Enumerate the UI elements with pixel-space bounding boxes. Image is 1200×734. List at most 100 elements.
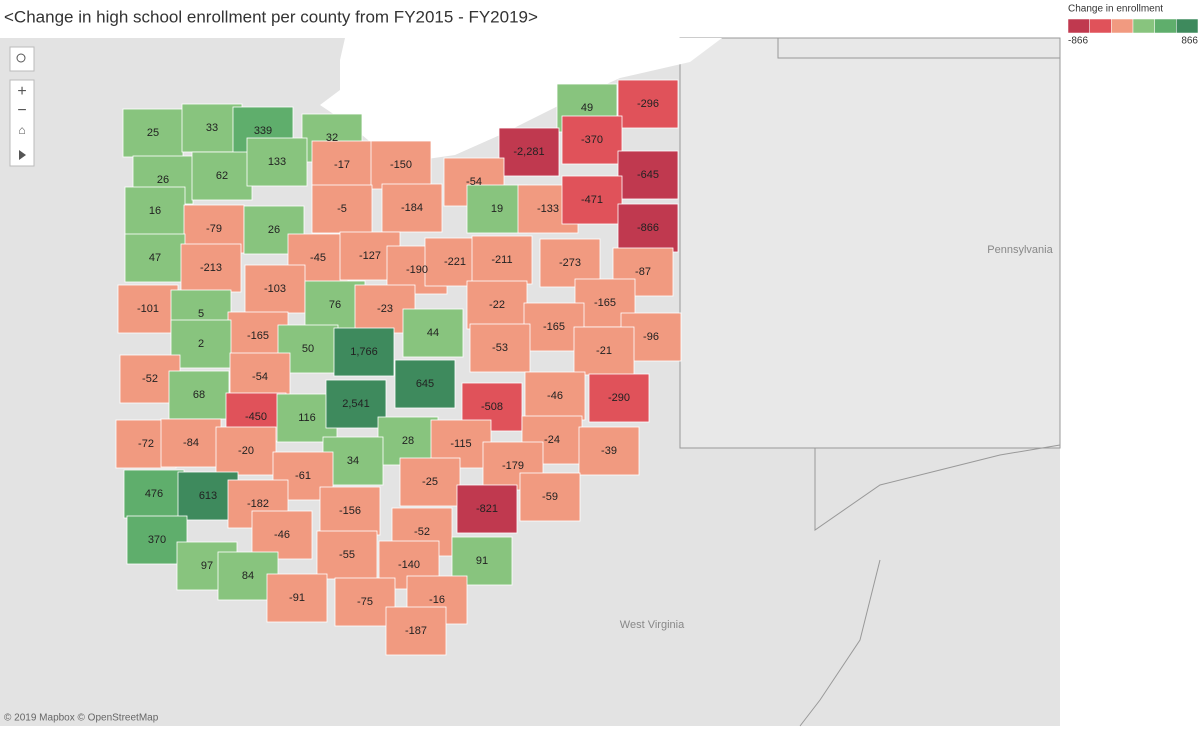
legend-swatch	[1132, 18, 1155, 34]
county-value: -87	[635, 266, 651, 278]
county-value: -16	[429, 594, 445, 606]
county-value: -127	[359, 250, 381, 262]
legend-max: 866	[1181, 36, 1198, 47]
county-value: 5	[198, 308, 204, 320]
county-value: -17	[334, 159, 350, 171]
county-value: 32	[326, 132, 338, 144]
zoom-controls[interactable]	[9, 79, 35, 167]
map-controls: + − ⌂	[9, 46, 35, 167]
county-value: 476	[145, 488, 163, 500]
county-value: 62	[216, 170, 228, 182]
county	[381, 183, 443, 233]
county-value: -25	[422, 476, 438, 488]
county-value: 33	[206, 122, 218, 134]
home[interactable]: ⌂	[18, 123, 25, 137]
legend: -866 866	[1067, 18, 1199, 47]
county-value: -450	[245, 411, 267, 423]
county-value: 339	[254, 125, 272, 137]
county-value: 49	[581, 102, 593, 114]
county	[160, 418, 222, 468]
county-value: -211	[491, 254, 512, 266]
county-value: -184	[401, 202, 423, 214]
place-label: West Virginia	[620, 619, 685, 631]
county-value: -79	[206, 223, 222, 235]
county	[385, 606, 447, 656]
county	[325, 379, 387, 429]
county-value: -91	[289, 592, 305, 604]
lake-erie	[320, 38, 722, 160]
county-value: -187	[405, 625, 427, 637]
county-value: 25	[147, 127, 159, 139]
county-value: 97	[201, 560, 213, 572]
county	[617, 79, 679, 129]
county	[588, 373, 650, 423]
county-value: -165	[543, 321, 565, 333]
county-value: 1,766	[350, 346, 378, 358]
county-value: -150	[390, 159, 412, 171]
county-value: -22	[489, 299, 505, 311]
legend-min: -866	[1068, 36, 1088, 47]
county-value: -213	[200, 262, 222, 274]
county	[180, 243, 242, 293]
legend-swatch	[1067, 18, 1090, 34]
county	[519, 472, 581, 522]
county	[244, 264, 306, 314]
county	[316, 530, 378, 580]
county-value: -53	[492, 342, 508, 354]
county-value: 44	[427, 327, 439, 339]
county-value: -221	[444, 256, 466, 268]
county-value: 26	[268, 224, 280, 236]
county-value: 133	[268, 156, 286, 168]
zoom-out[interactable]: −	[17, 102, 26, 119]
county-value: 28	[402, 435, 414, 447]
county	[370, 140, 432, 190]
county-value: -370	[581, 134, 603, 146]
pennsylvania	[679, 37, 1061, 449]
county-value: -140	[398, 559, 420, 571]
county-value: 645	[416, 378, 434, 390]
county-value: 76	[329, 299, 341, 311]
county-value: -54	[466, 176, 482, 188]
county	[498, 127, 560, 177]
county-value: -866	[637, 222, 659, 234]
legend-swatch	[1176, 18, 1199, 34]
expand[interactable]	[19, 150, 26, 160]
zoom-in[interactable]: +	[17, 83, 26, 100]
county	[561, 115, 623, 165]
legend-swatch	[1111, 18, 1134, 34]
county-value: 68	[193, 389, 205, 401]
county-value: -84	[183, 437, 199, 449]
state-border	[799, 559, 881, 727]
county	[573, 326, 635, 376]
county-value: -103	[264, 283, 286, 295]
county-value: -21	[596, 345, 612, 357]
search-button[interactable]	[9, 46, 35, 72]
county-value: 2,541	[342, 398, 370, 410]
county-value: 116	[298, 412, 316, 424]
county	[466, 184, 528, 234]
county-value: -165	[594, 297, 616, 309]
county	[399, 457, 461, 507]
county-value: -54	[252, 371, 268, 383]
county-value: -20	[238, 445, 254, 457]
county-value: -471	[581, 194, 603, 206]
search-icon	[16, 53, 26, 63]
county-value: 2	[198, 338, 204, 350]
attribution: © 2019 Mapbox © OpenStreetMap	[4, 713, 159, 724]
county	[334, 577, 396, 627]
county-value: -2,281	[513, 146, 544, 158]
county-value: 91	[476, 555, 488, 567]
county-value: 34	[347, 455, 359, 467]
county-value: -133	[537, 203, 559, 215]
county-value: -179	[502, 460, 524, 472]
place-label: Pennsylvania	[987, 244, 1053, 256]
state-border	[777, 38, 1060, 59]
county	[181, 103, 243, 153]
county-value: 47	[149, 252, 161, 264]
county-value: -59	[542, 491, 558, 503]
county	[578, 426, 640, 476]
county	[402, 308, 464, 358]
wv-border	[814, 444, 1061, 531]
